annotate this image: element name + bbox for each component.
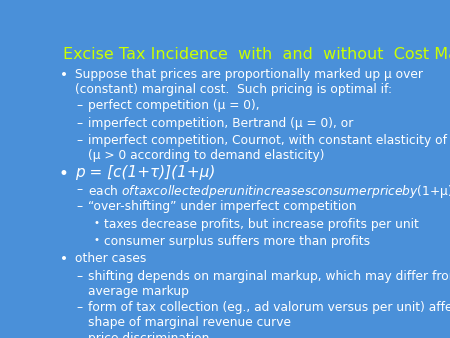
Text: –: –: [77, 270, 83, 283]
Text: imperfect competition, Cournot, with constant elasticity of demand
(μ > 0 accord: imperfect competition, Cournot, with con…: [88, 134, 450, 162]
Text: –: –: [77, 301, 83, 314]
Text: •: •: [60, 68, 68, 82]
Text: –: –: [77, 117, 83, 129]
Text: •: •: [93, 235, 99, 245]
Text: perfect competition (μ = 0),: perfect competition (μ = 0),: [88, 99, 260, 112]
Text: taxes decrease profits, but increase profits per unit: taxes decrease profits, but increase pro…: [104, 218, 419, 231]
Text: Suppose that prices are proportionally marked up μ over
(constant) marginal cost: Suppose that prices are proportionally m…: [76, 68, 423, 96]
Text: imperfect competition, Bertrand (μ = 0), or: imperfect competition, Bertrand (μ = 0),…: [88, 117, 354, 129]
Text: •: •: [60, 252, 68, 266]
Text: form of tax collection (eg., ⁠ad valorum⁠ versus per unit) affects the
shape of : form of tax collection (eg., ⁠ad valorum…: [88, 301, 450, 329]
Text: consumer surplus suffers more than profits: consumer surplus suffers more than profi…: [104, 235, 370, 248]
Text: Excise Tax Incidence  with  and  without  Cost Markups: Excise Tax Incidence with and without Co…: [63, 47, 450, 62]
Text: •: •: [93, 218, 99, 227]
Text: “over-shifting” under imperfect competition: “over-shifting” under imperfect competit…: [88, 200, 357, 213]
Text: –: –: [77, 99, 83, 112]
Text: price discrimination: price discrimination: [88, 332, 210, 338]
Text: –: –: [77, 332, 83, 338]
Text: p = [c(1+τ)](1+μ): p = [c(1+τ)](1+μ): [76, 165, 216, 180]
Text: other cases: other cases: [76, 252, 147, 265]
Text: –: –: [77, 183, 83, 196]
Text: –: –: [77, 134, 83, 147]
Text: shifting depends on marginal markup, which may differ from
average markup: shifting depends on marginal markup, whi…: [88, 270, 450, 298]
Text: each $ of tax collected per unit increases consumer price by $(1+μ): each $ of tax collected per unit increas…: [88, 183, 450, 200]
Text: –: –: [77, 200, 83, 213]
Text: •: •: [59, 165, 69, 183]
